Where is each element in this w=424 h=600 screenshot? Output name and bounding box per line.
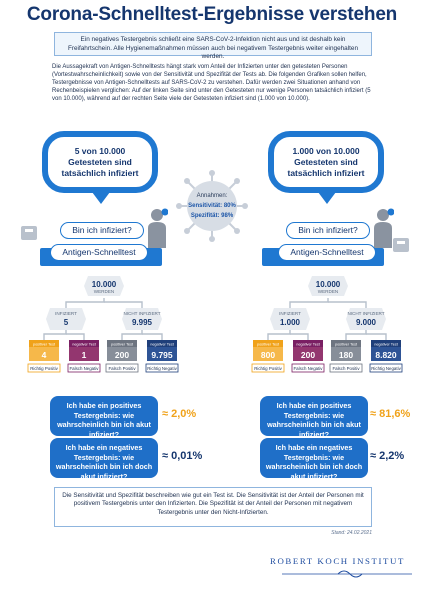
left-positive-probability: ≈ 2,0% <box>162 408 197 420</box>
right-bubble-line-3: tatsächlich infiziert <box>287 168 365 178</box>
right-question-pill: Bin ich infiziert? <box>286 222 370 239</box>
left-question-pill: Bin ich infiziert? <box>60 222 144 239</box>
left-leaf-1-header: positiver Test <box>33 343 56 347</box>
right-branch-b-label: NICHT INFIZIERT <box>347 311 384 316</box>
left-positive-question: Ich habe ein positives Testergebnis: wie… <box>50 396 158 439</box>
intro-note: Ein negatives Testergebnis schließt eine… <box>54 32 372 60</box>
right-leaf-3-caption: Falsch Positiv <box>332 366 360 371</box>
right-bubble-line-2: Getesteten sind <box>294 157 358 167</box>
right-negative-probability: ≈ 2,2% <box>370 450 405 462</box>
left-leaf-2-caption: Falsch Negativ <box>69 366 99 371</box>
right-root-label: WERDEN <box>318 289 338 294</box>
left-bubble-line-3: tatsächlich infiziert <box>61 168 139 178</box>
left-leaf-1-caption: Richtig Positiv <box>30 366 58 371</box>
left-tree: 10.000 WERDEN INFIZIERT 5 NICHT INFIZIER… <box>27 276 179 373</box>
right-branch-b-value: 9.000 <box>356 318 377 327</box>
left-branch-b-value: 9.995 <box>132 318 153 327</box>
right-testkit-icon <box>393 238 409 252</box>
left-leaf-3-header: positiver Test <box>111 343 134 347</box>
assumptions-heading: Annahmen: <box>196 193 228 199</box>
right-negative-question: Ich habe ein negatives Testergebnis: wie… <box>260 438 368 481</box>
left-leaf-2-value: 1 <box>82 350 87 360</box>
assumption-specificity: Spezifität: 98% <box>190 213 234 219</box>
right-leaf-1-caption: Richtig Positiv <box>254 366 282 371</box>
left-leaf-3-value: 200 <box>115 350 129 360</box>
left-branch-b-label: NICHT INFIZIERT <box>123 311 160 316</box>
left-person-icon <box>148 208 168 248</box>
right-bubble-tail <box>318 192 336 204</box>
rki-logo-text: ROBERT KOCH INSTITUT <box>270 556 405 566</box>
right-leaf-3-header: positiver Test <box>335 343 358 347</box>
right-scenario-bubble: 1.000 von 10.000 Getesteten sind tatsäch… <box>268 131 384 193</box>
right-tree: 10.000 WERDEN INFIZIERT 1.000 NICHT INFI… <box>251 276 403 373</box>
right-leaf-4-header: negativer Test <box>374 343 399 347</box>
definition-note: Die Sensitivität und Spezifität beschrei… <box>54 487 372 527</box>
left-negative-question: Ich habe ein negatives Testergebnis: wie… <box>50 438 158 481</box>
right-branch-a-label: INFIZIERT <box>279 311 301 316</box>
left-scenario-bubble: 5 von 10.000 Getesteten sind tatsächlich… <box>42 131 158 193</box>
left-root-label: WERDEN <box>94 289 114 294</box>
rki-logo-icon <box>282 570 412 578</box>
left-leaf-4-value: 9.795 <box>151 350 173 360</box>
left-branch-a-label: INFIZIERT <box>55 311 77 316</box>
right-branch-a-value: 1.000 <box>280 318 301 327</box>
right-leaf-4-caption: Richtig Negativ <box>371 366 401 371</box>
left-bubble-tail <box>92 192 110 204</box>
right-leaf-2-value: 200 <box>301 350 315 360</box>
left-bubble-line-1: 5 von 10.000 <box>74 146 126 156</box>
right-leaf-4-value: 8.820 <box>375 350 397 360</box>
right-bubble-line-1: 1.000 von 10.000 <box>292 146 360 156</box>
date-stamp: Stand: 24.02.2021 <box>331 530 372 536</box>
left-leaf-2-header: negativer Test <box>72 343 97 347</box>
left-leaf-3-caption: Falsch Positiv <box>108 366 136 371</box>
left-leaf-4-header: negativer Test <box>150 343 175 347</box>
explanation-paragraph: Die Aussagekraft von Antigen-Schnelltest… <box>52 64 371 103</box>
left-testkit-icon <box>21 226 37 240</box>
right-leaf-1-header: positiver Test <box>257 343 280 347</box>
left-negative-probability: ≈ 0,01% <box>162 450 203 462</box>
right-leaf-2-caption: Falsch Negativ <box>293 366 323 371</box>
right-leaf-3-value: 180 <box>339 350 353 360</box>
right-positive-question: Ich habe ein positives Testergebnis: wie… <box>260 396 368 439</box>
virus-icon <box>176 170 248 242</box>
right-leaf-2-header: negativer Test <box>296 343 321 347</box>
right-leaf-1-value: 800 <box>261 350 275 360</box>
right-positive-probability: ≈ 81,6% <box>370 408 411 420</box>
left-root-value: 10.000 <box>92 280 117 289</box>
left-test-pill: Antigen-Schnelltest <box>50 244 148 261</box>
right-root-value: 10.000 <box>316 280 341 289</box>
assumption-sensitivity: Sensitivität: 80% <box>188 203 236 209</box>
left-branch-a-value: 5 <box>64 318 69 327</box>
page-title: Corona-Schnelltest-Ergebnisse verstehen <box>26 4 398 25</box>
left-leaf-4-caption: Richtig Negativ <box>147 366 177 371</box>
left-leaf-1-value: 4 <box>42 350 47 360</box>
right-test-pill: Antigen-Schnelltest <box>278 244 376 261</box>
left-bubble-line-2: Getesteten sind <box>68 157 132 167</box>
right-person-icon <box>374 208 394 248</box>
